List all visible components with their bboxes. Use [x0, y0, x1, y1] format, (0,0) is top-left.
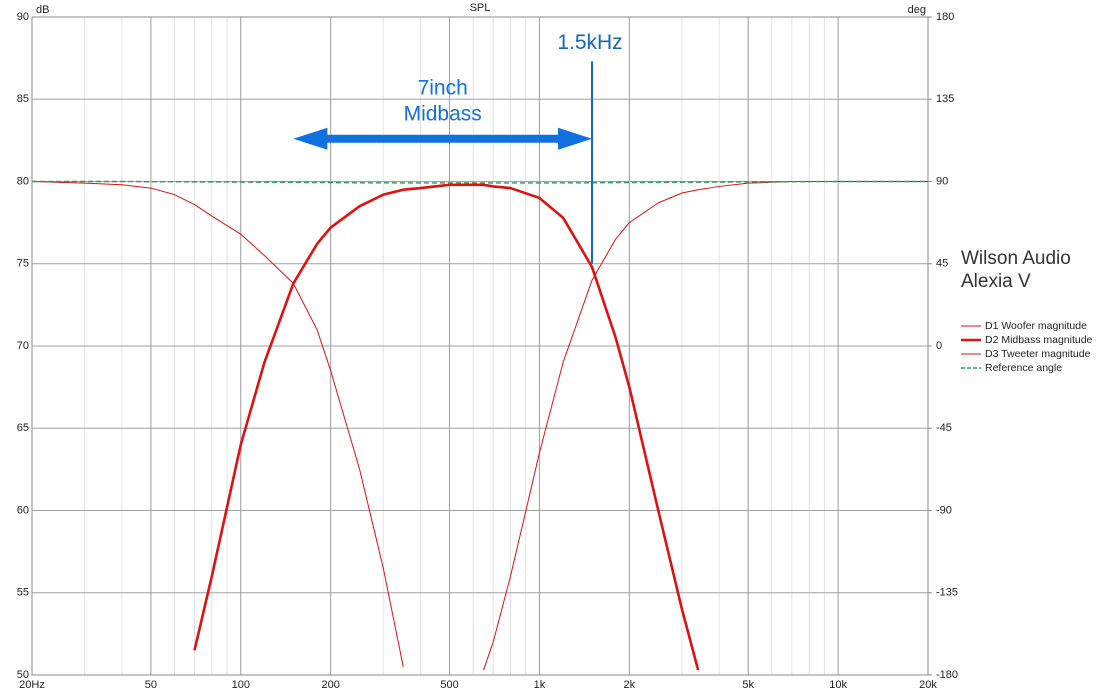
y-axis-label: dB: [36, 4, 49, 16]
series-line: [31, 181, 404, 667]
series-line: [32, 180, 928, 184]
y-tick-label: 90: [17, 11, 29, 23]
x-tick-label: 100: [232, 679, 250, 691]
series-line: [193, 183, 700, 671]
x-tick-label: 1k: [534, 679, 546, 691]
arrow-label: Midbass: [404, 102, 482, 125]
y2-tick-label: -45: [936, 422, 952, 434]
y-tick-label: 65: [17, 422, 29, 434]
x-tick-label: 5k: [742, 679, 754, 691]
legend-label: Reference angle: [985, 362, 1062, 374]
x-tick-label: 50: [145, 679, 157, 691]
y2-tick-label: -135: [936, 587, 958, 599]
x-tick-label: 20Hz: [19, 679, 45, 691]
y2-axis-label: deg: [908, 4, 926, 16]
x-tick-label: 20k: [919, 679, 937, 691]
y-tick-label: 60: [17, 504, 29, 516]
side-note: Alexia V: [961, 271, 1031, 292]
y-tick-label: 70: [17, 340, 29, 352]
y2-tick-label: 180: [936, 11, 954, 23]
marker-label: 1.5kHz: [557, 31, 622, 54]
y-tick-label: 80: [17, 175, 29, 187]
y2-tick-label: 45: [936, 258, 948, 270]
legend-label: D1 Woofer magnitude: [985, 320, 1087, 332]
chart-title: SPL: [470, 2, 491, 14]
y-tick-label: 55: [17, 587, 29, 599]
side-note: Wilson Audio: [961, 248, 1071, 269]
y-tick-label: 75: [17, 258, 29, 270]
legend-label: D3 Tweeter magnitude: [985, 348, 1091, 360]
y-tick-label: 85: [17, 93, 29, 105]
y-tick-label: 50: [17, 669, 29, 681]
x-tick-label: 2k: [624, 679, 636, 691]
y2-tick-label: -180: [936, 669, 958, 681]
y2-tick-label: -90: [936, 504, 952, 516]
y2-tick-label: 90: [936, 175, 948, 187]
arrow-label: 7inch: [418, 76, 468, 99]
x-tick-label: 10k: [829, 679, 847, 691]
x-tick-label: 200: [321, 679, 339, 691]
x-tick-label: 500: [440, 679, 458, 691]
legend-label: D2 Midbass magnitude: [985, 334, 1093, 346]
y2-tick-label: 135: [936, 93, 954, 105]
plot-frame: [31, 16, 929, 676]
double-arrow: [293, 127, 593, 150]
y2-tick-label: 0: [936, 340, 942, 352]
